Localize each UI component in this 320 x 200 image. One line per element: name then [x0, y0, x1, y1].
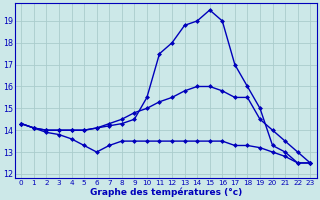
- X-axis label: Graphe des températures (°c): Graphe des températures (°c): [90, 187, 242, 197]
